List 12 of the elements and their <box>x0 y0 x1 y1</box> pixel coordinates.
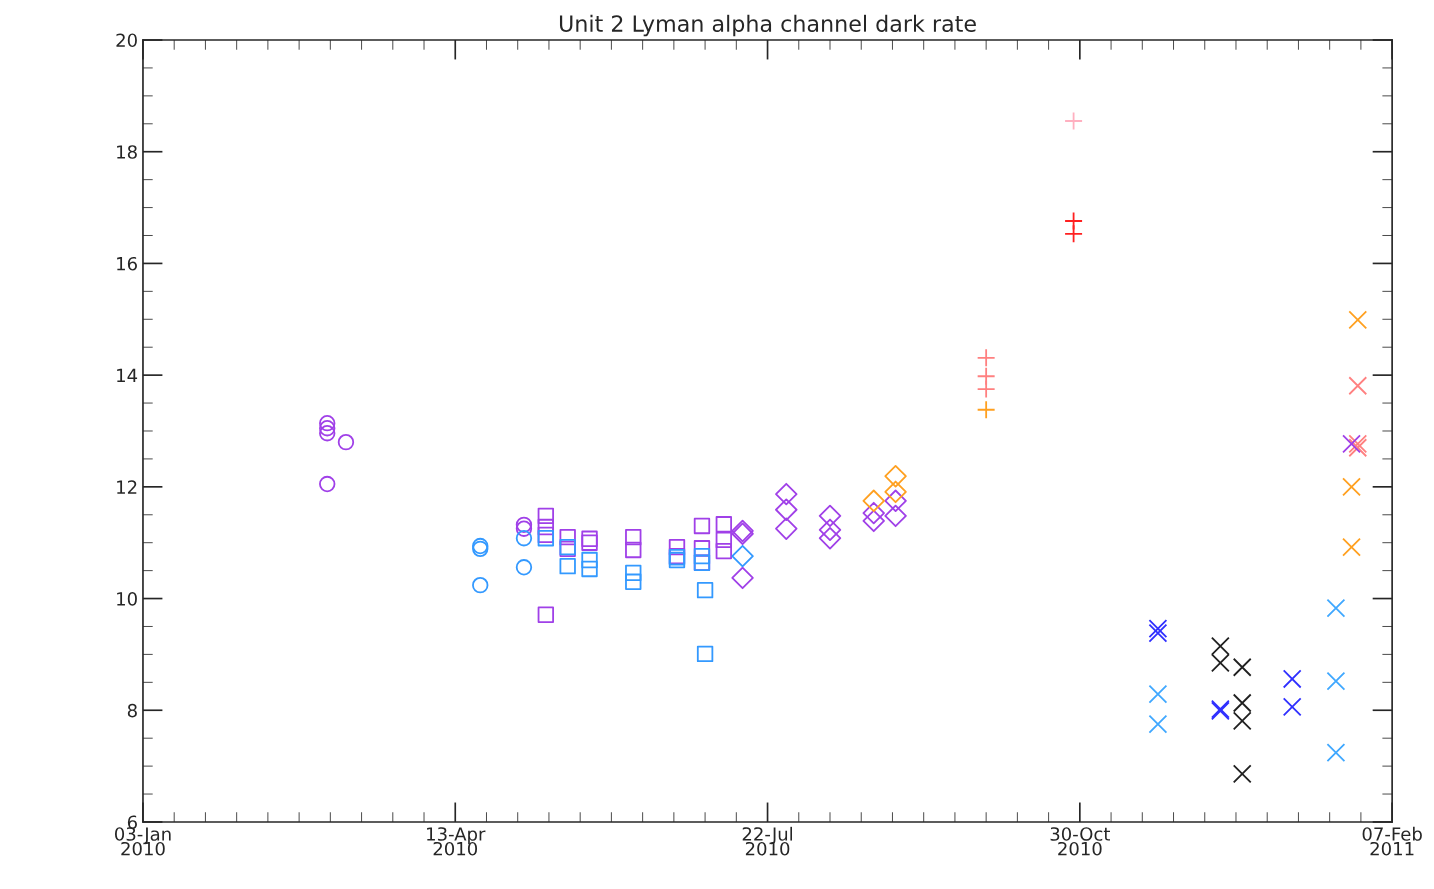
y-tick-label: 8 <box>127 703 137 718</box>
y-tick-label: 18 <box>117 145 137 159</box>
x-tick-label: 07-Feb 2011 <box>1362 826 1422 856</box>
y-tick-label: 16 <box>117 256 137 271</box>
x-tick-label: 22-Jul 2010 <box>742 826 792 856</box>
y-tick-label: 12 <box>117 480 137 494</box>
x-tick-label: 13-Apr 2010 <box>427 827 486 856</box>
y-tick-label: 14 <box>117 368 138 382</box>
x-tick-label: 30-Oct 2010 <box>1050 827 1111 856</box>
y-tick-label: 10 <box>117 592 137 606</box>
chart-title: Unit 2 Lyman alpha channel dark rate <box>559 14 976 37</box>
y-tick-label: 20 <box>116 33 137 48</box>
